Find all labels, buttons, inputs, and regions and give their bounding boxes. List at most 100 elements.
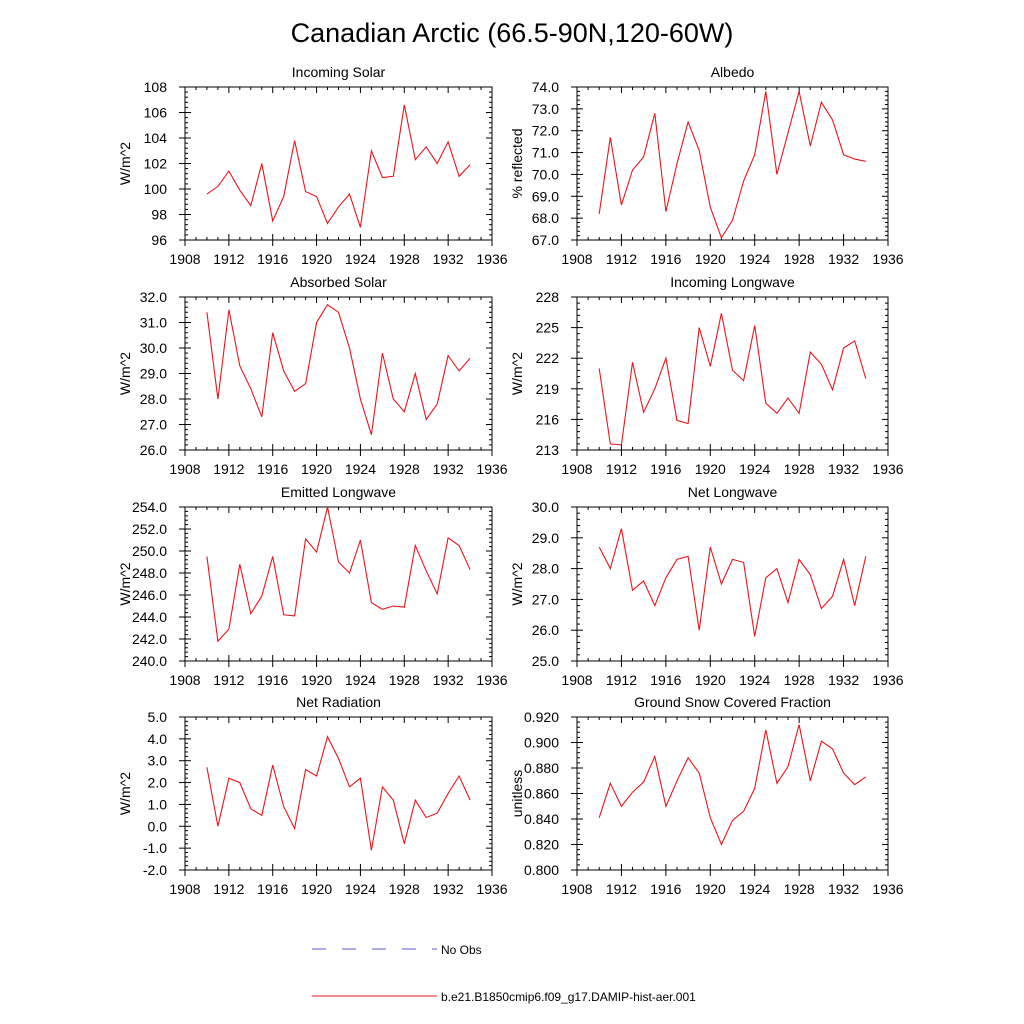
y-tick-label: 0.900	[524, 735, 559, 751]
panel-6: Net Radiation W/m^2 1908 1912 1916 1920 1924 19…	[117, 694, 508, 897]
y-tick-label: 27.0	[140, 417, 167, 433]
x-tick-label: 1936	[476, 672, 507, 688]
panel-5: Net Longwave W/m^2 1908 1912 1916 1920 1924 192…	[509, 484, 904, 688]
y-tick-label: 248.0	[132, 565, 167, 581]
x-tick-label: 1912	[606, 881, 637, 897]
legend: No Obs b.e21.B1850cmip6.f09_g17.DAMIP-hi…	[312, 943, 696, 1004]
plot-frame	[184, 716, 493, 871]
panel-title: Emitted Longwave	[281, 484, 396, 500]
x-tick-label: 1912	[213, 251, 244, 267]
x-tick-label: 1912	[213, 461, 244, 477]
y-tick-label: 0.880	[524, 760, 559, 776]
y-tick-label: 0.920	[524, 709, 559, 725]
y-tick-label: 1.0	[148, 796, 168, 812]
y-tick-label: 71.0	[532, 145, 559, 161]
y-tick-label: 222	[536, 350, 560, 366]
series-line	[206, 104, 471, 228]
x-tick-label: 1908	[561, 881, 592, 897]
y-tick-label: 3.0	[148, 753, 168, 769]
plot-frame	[576, 506, 889, 662]
legend-model-label: b.e21.B1850cmip6.f09_g17.DAMIP-hist-aer.…	[441, 990, 696, 1004]
y-tick-label: 70.0	[532, 166, 559, 182]
y-tick-label: 0.860	[524, 786, 559, 802]
x-tick-label: 1912	[606, 461, 637, 477]
x-tick-label: 1908	[169, 251, 200, 267]
y-tick-label: 0.0	[148, 818, 168, 834]
y-tick-label: 25.0	[532, 653, 559, 669]
x-tick-label: 1928	[389, 881, 420, 897]
x-tick-label: 1908	[561, 251, 592, 267]
y-tick-label: 29.0	[140, 366, 167, 382]
x-tick-label: 1924	[345, 461, 376, 477]
x-tick-label: 1936	[872, 251, 903, 267]
x-tick-label: 1928	[389, 251, 420, 267]
panel-title: Absorbed Solar	[290, 274, 387, 290]
y-tick-label: 228	[536, 289, 560, 305]
y-tick-label: 29.0	[532, 530, 559, 546]
x-tick-label: 1924	[739, 461, 770, 477]
series-line	[206, 735, 471, 851]
y-tick-label: 242.0	[132, 631, 167, 647]
y-tick-label: 30.0	[140, 340, 167, 356]
panel-title: Incoming Longwave	[670, 274, 795, 290]
panel-1: Albedo % reflected 1908 1912 1916 1920 1924 192…	[509, 64, 904, 267]
y-tick-label: 219	[536, 381, 560, 397]
x-tick-label: 1924	[739, 251, 770, 267]
x-tick-label: 1928	[784, 251, 815, 267]
y-tick-label: 32.0	[140, 289, 167, 305]
series-line	[206, 506, 471, 643]
y-tick-label: 108	[144, 79, 168, 95]
series-line	[598, 528, 867, 637]
x-tick-label: 1908	[561, 461, 592, 477]
panels-group: Incoming Solar W/m^2 1908 1912 1916 1920 1924 1…	[117, 64, 904, 897]
y-axis-label: W/m^2	[117, 562, 133, 605]
y-axis-label: W/m^2	[117, 772, 133, 815]
x-tick-label: 1920	[301, 251, 332, 267]
x-tick-label: 1920	[695, 672, 726, 688]
y-tick-label: 100	[144, 181, 168, 197]
y-tick-label: 4.0	[148, 731, 168, 747]
x-tick-label: 1932	[433, 251, 464, 267]
x-tick-label: 1928	[784, 672, 815, 688]
x-tick-label: 1912	[606, 251, 637, 267]
y-tick-label: 68.0	[532, 210, 559, 226]
y-tick-label: 5.0	[148, 709, 168, 725]
panel-title: Ground Snow Covered Fraction	[634, 694, 831, 710]
series-line	[206, 303, 471, 435]
x-tick-label: 1912	[606, 672, 637, 688]
y-tick-label: 96	[151, 232, 167, 248]
y-tick-label: 246.0	[132, 587, 167, 603]
y-axis-label: % reflected	[509, 128, 525, 198]
x-tick-label: 1916	[257, 881, 288, 897]
x-tick-label: 1920	[695, 461, 726, 477]
panel-title: Net Longwave	[688, 484, 778, 500]
x-tick-label: 1936	[872, 881, 903, 897]
y-tick-label: 240.0	[132, 653, 167, 669]
y-tick-label: 69.0	[532, 188, 559, 204]
x-tick-label: 1908	[169, 461, 200, 477]
x-tick-label: 1916	[650, 251, 681, 267]
x-tick-label: 1924	[345, 672, 376, 688]
x-tick-label: 1936	[872, 672, 903, 688]
y-tick-label: 106	[144, 105, 168, 121]
y-tick-label: 252.0	[132, 521, 167, 537]
y-tick-label: -1.0	[143, 840, 167, 856]
x-tick-label: 1920	[695, 251, 726, 267]
x-tick-label: 1928	[784, 461, 815, 477]
y-tick-label: 104	[144, 130, 168, 146]
y-tick-label: 74.0	[532, 79, 559, 95]
y-tick-label: 73.0	[532, 101, 559, 117]
panel-0: Incoming Solar W/m^2 1908 1912 1916 1920 1924 1…	[117, 64, 508, 267]
y-axis-label: unitless	[509, 770, 525, 817]
x-tick-label: 1928	[784, 881, 815, 897]
y-tick-label: 27.0	[532, 591, 559, 607]
x-tick-label: 1932	[828, 672, 859, 688]
y-axis-label: W/m^2	[117, 142, 133, 185]
figure-title: Canadian Arctic (66.5-90N,120-60W)	[291, 18, 734, 48]
x-tick-label: 1916	[650, 672, 681, 688]
panel-title: Net Radiation	[296, 694, 381, 710]
y-tick-label: 254.0	[132, 499, 167, 515]
y-tick-label: 0.840	[524, 811, 559, 827]
x-tick-label: 1924	[739, 881, 770, 897]
